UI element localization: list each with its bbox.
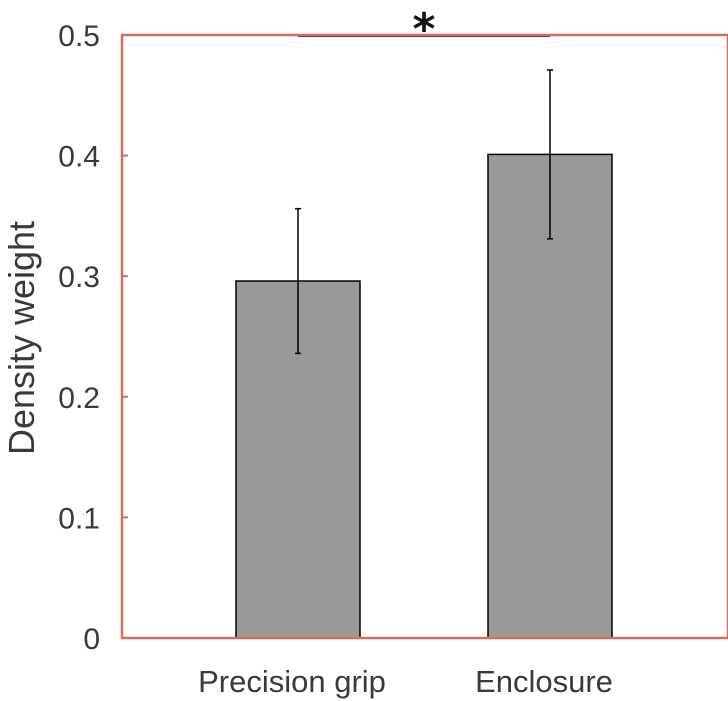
- y-tick-label: 0.2: [58, 382, 100, 415]
- y-tick-label: 0: [83, 623, 100, 656]
- y-tick-label: 0.3: [58, 261, 100, 294]
- plot-frame: [120, 33, 728, 640]
- x-axis-categories: Precision grip Enclosure: [198, 664, 613, 699]
- error-bar-precision-grip: [295, 207, 301, 355]
- y-tick-label: 0.4: [58, 141, 100, 174]
- y-tick-label: 0.1: [58, 502, 100, 535]
- significance-annotation: *: [298, 4, 550, 55]
- bars-layer: [235, 69, 613, 639]
- y-axis-ticks: 0 0.1 0.2 0.3 0.4 0.5: [58, 20, 128, 656]
- x-tick-label: Precision grip: [198, 664, 386, 699]
- y-axis-title: Density weight: [1, 221, 42, 455]
- x-tick-label: Enclosure: [475, 664, 613, 699]
- significance-star: *: [412, 4, 435, 55]
- error-bar-enclosure: [547, 69, 553, 240]
- y-tick-label: 0.5: [58, 20, 100, 53]
